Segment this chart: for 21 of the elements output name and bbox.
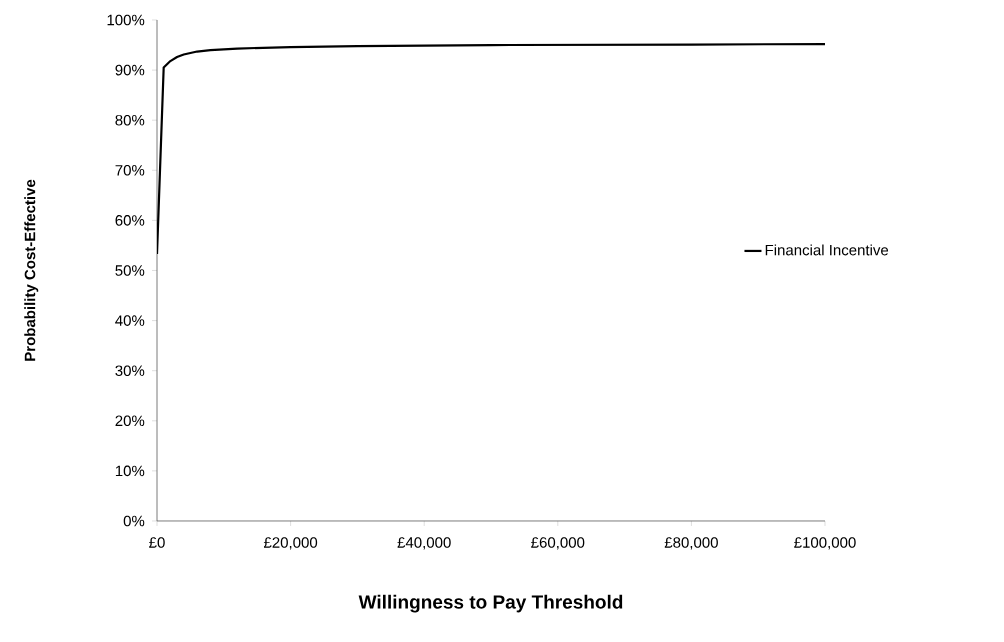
y-tick-label: 10% — [115, 465, 145, 477]
y-tick-label: 40% — [115, 315, 145, 326]
x-tick-label: £0 — [149, 537, 165, 548]
x-tick-label: £40,000 — [397, 537, 451, 550]
x-tick-label: £100,000 — [794, 537, 856, 550]
y-tick-label: 60% — [115, 215, 145, 226]
x-tick-label: £80,000 — [664, 537, 718, 550]
y-tick-label: 0% — [123, 515, 145, 527]
y-tick-label: 30% — [115, 365, 145, 376]
y-tick-label: 50% — [115, 265, 145, 276]
line-series — [157, 42, 826, 256]
y-tick-label: 90% — [115, 64, 145, 76]
x-tick-label: £60,000 — [531, 537, 585, 550]
x-tick-label: £20,000 — [263, 537, 318, 550]
y-tick-label: 20% — [115, 415, 145, 427]
y-tick-label: 70% — [115, 164, 145, 176]
y-tick-label: 80% — [115, 114, 145, 126]
y-axis-title: Probability Cost-Effective — [24, 179, 39, 361]
y-tick-label: 100% — [107, 14, 145, 26]
legend-label: Financial Incentive — [765, 244, 889, 256]
x-axis-title: Willingness to Pay Threshold — [358, 594, 623, 613]
